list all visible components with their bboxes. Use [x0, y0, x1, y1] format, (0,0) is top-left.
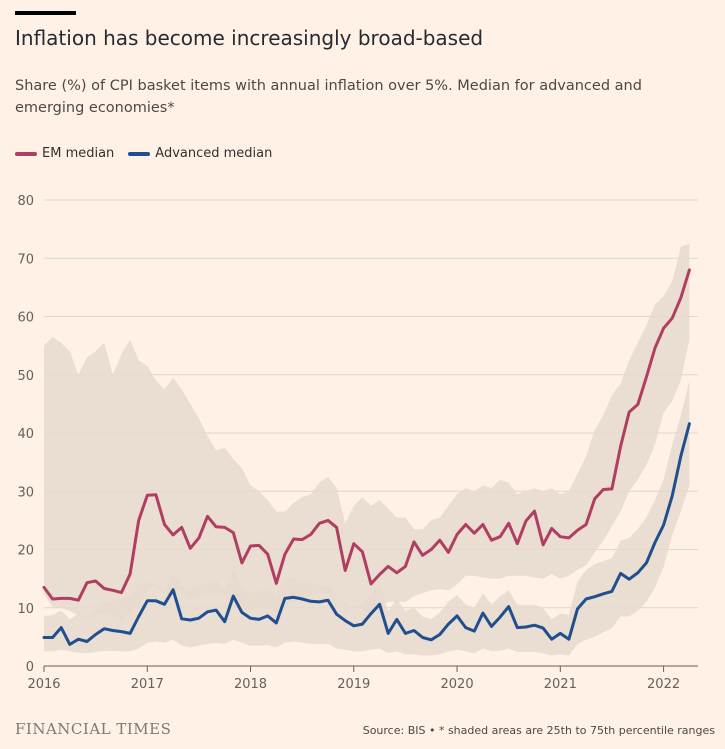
legend-item-advanced: Advanced median	[128, 146, 272, 161]
y-tick-label: 20	[17, 544, 34, 559]
y-tick-label: 50	[17, 369, 34, 384]
y-tick-label: 80	[17, 194, 34, 209]
x-tick-label: 2016	[27, 677, 60, 692]
y-tick-label: 70	[17, 252, 34, 267]
y-tick-label: 0	[26, 660, 34, 675]
legend-label-em: EM median	[42, 146, 115, 161]
x-tick-label: 2019	[337, 677, 370, 692]
x-tick-label: 2020	[441, 677, 474, 692]
y-tick-label: 60	[17, 311, 34, 326]
advanced-percentile-band	[44, 380, 690, 656]
legend-swatch-advanced	[128, 151, 151, 156]
legend-swatch-em	[15, 151, 37, 156]
y-tick-label: 40	[17, 427, 34, 442]
advanced-median-line	[42, 422, 691, 646]
x-tick-label: 2017	[131, 677, 164, 692]
brand-wordmark: FINANCIAL TIMES	[15, 720, 172, 738]
em-median-line	[42, 268, 691, 602]
line-chart: 0 10 20 30 40 50 60 70 80 2016 2017 2018 2019 2020 202…	[17, 194, 698, 692]
ft-top-bar	[15, 11, 76, 15]
x-tick-label: 2021	[544, 677, 577, 692]
y-tick-label: 10	[17, 602, 34, 617]
legend-label-advanced: Advanced median	[155, 146, 273, 161]
x-tick-label: 2018	[234, 677, 267, 692]
chart-title: Inflation has become increasingly broad-…	[15, 26, 484, 50]
y-tick-label: 30	[17, 485, 34, 500]
chart-subtitle: Share (%) of CPI basket items with annua…	[15, 78, 642, 116]
source-note: Source: BIS • * shaded areas are 25th to…	[362, 724, 715, 737]
legend-item-em: EM median	[15, 146, 114, 161]
x-tick-label: 2022	[647, 677, 680, 692]
legend: EM median Advanced median	[15, 146, 272, 161]
